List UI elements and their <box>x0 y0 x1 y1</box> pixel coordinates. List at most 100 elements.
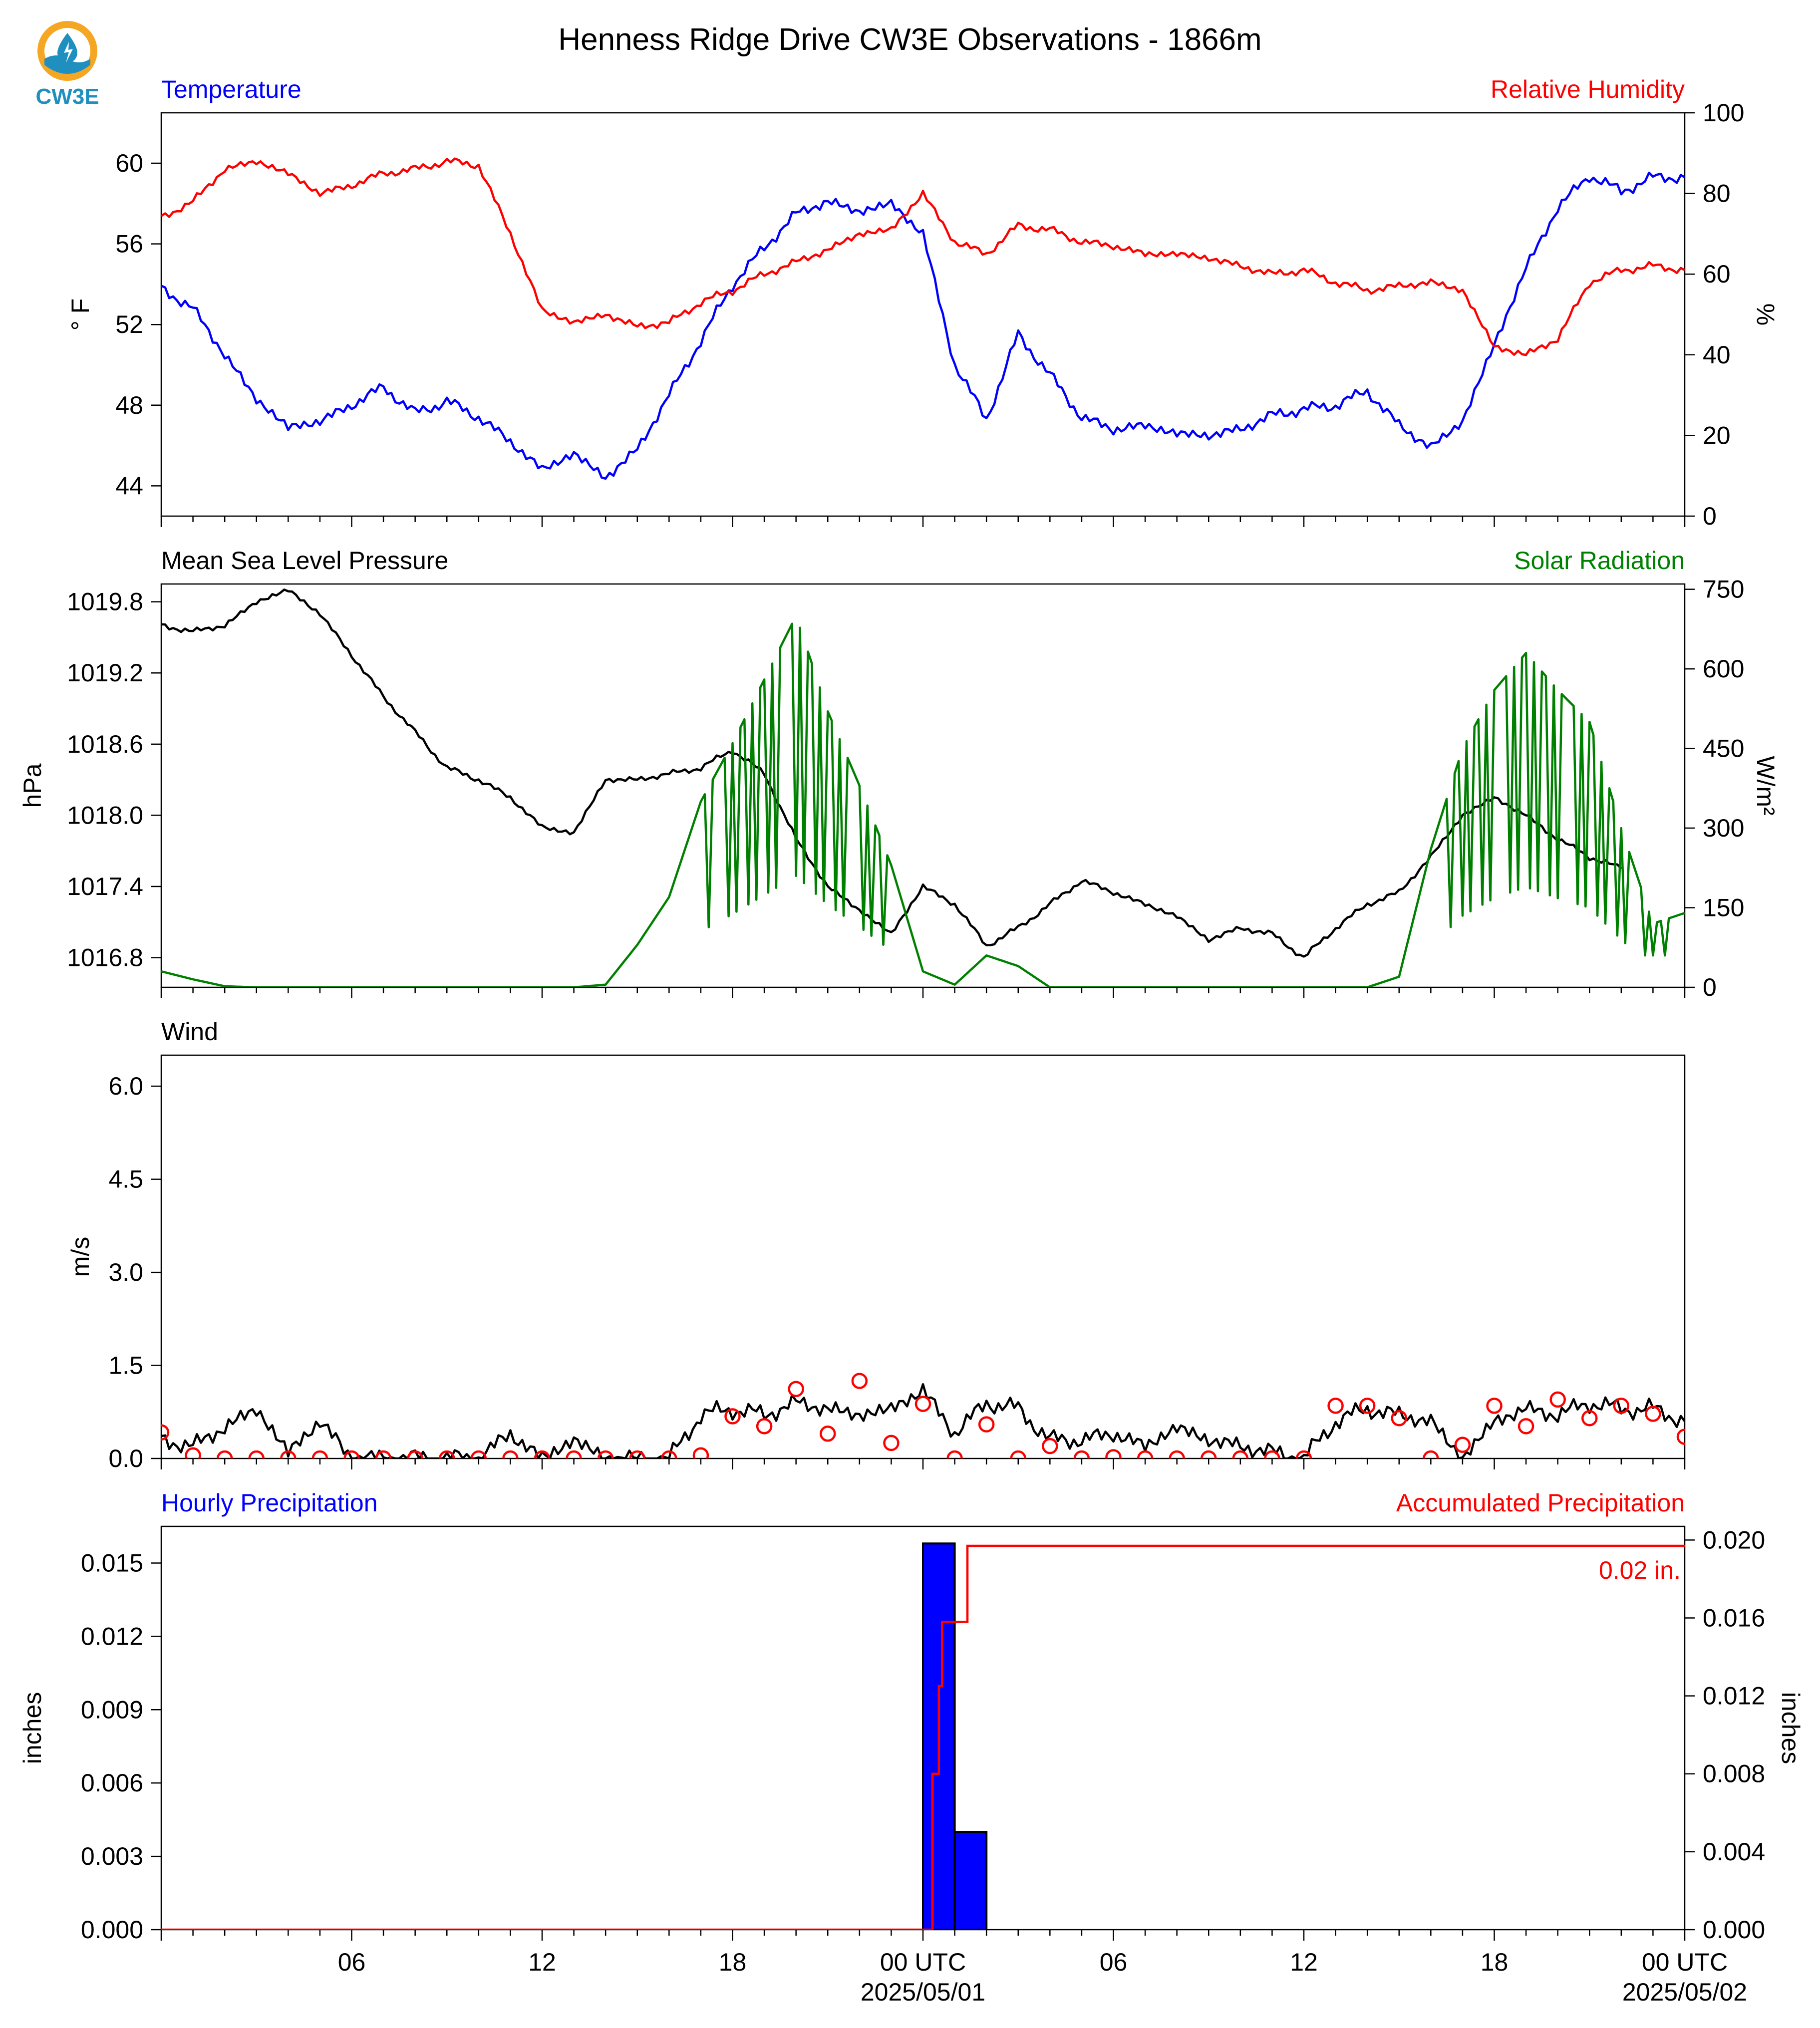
wind-hourly-marker <box>597 1450 614 1458</box>
panel-0-ytick-label-right: 20 <box>1703 421 1731 449</box>
panel-0-ytick-label-left: 56 <box>115 230 143 258</box>
panel-1-ytick-label-right: 450 <box>1703 735 1744 763</box>
panel-0-ytick-label-right: 100 <box>1703 99 1744 127</box>
panel-3-ylabel-right: inches <box>1777 1692 1805 1764</box>
panel-1-title-left: Mean Sea Level Pressure <box>161 547 448 575</box>
wind-hourly-marker <box>914 1396 931 1412</box>
panel-1-ytick-label-right: 0 <box>1703 973 1717 1001</box>
wind-hourly-marker <box>1517 1418 1534 1435</box>
panel-3-ytick-label-right: 0.000 <box>1703 1916 1765 1944</box>
panel-0-traces <box>161 157 1685 480</box>
panel-0-title-right: Relative Humidity <box>1491 75 1685 103</box>
series-line-temperature <box>161 171 1685 480</box>
panel-2-ytick-label-left: 3.0 <box>108 1258 143 1286</box>
panel-0-ytick-label-left: 48 <box>115 391 143 419</box>
logo-text: CW3E <box>35 84 99 109</box>
wind-hourly-marker <box>534 1450 551 1458</box>
wind-hourly-marker <box>1010 1450 1026 1458</box>
wind-hourly-marker <box>566 1450 582 1458</box>
wind-hourly-marker <box>946 1450 963 1458</box>
wind-hourly-marker <box>629 1450 645 1458</box>
panel-1-frame <box>160 583 1686 988</box>
panel-3-ytick-label-right: 0.020 <box>1703 1526 1765 1554</box>
series-line-solar-radiation <box>161 622 1685 987</box>
wind-hourly-marker <box>883 1435 900 1451</box>
panel-3-ytick-label-right: 0.016 <box>1703 1604 1765 1632</box>
x-tick-label: 00 UTC <box>1642 1948 1728 1976</box>
wind-hourly-marker <box>407 1450 423 1458</box>
panel-2-ytick-label-left: 1.5 <box>108 1352 143 1380</box>
wind-hourly-marker <box>1423 1450 1439 1458</box>
panel-1-ytick-label-right: 750 <box>1703 576 1744 603</box>
wind-hourly-marker <box>1232 1450 1249 1458</box>
panel-1-ylabel-right: W/m² <box>1752 756 1780 815</box>
panel-1-ytick-label-right: 150 <box>1703 894 1744 922</box>
panel-1-ytick-label-left: 1019.8 <box>67 588 143 616</box>
panel-3-ytick-label-left: 0.009 <box>81 1696 143 1724</box>
panel-2-ytick-label-left: 4.5 <box>108 1165 143 1193</box>
wind-hourly-marker <box>1486 1398 1503 1414</box>
panel-1-ytick-label-left: 1018.6 <box>67 730 143 758</box>
wind-hourly-marker <box>851 1373 868 1389</box>
wind-hourly-marker <box>1073 1450 1090 1458</box>
panel-1-title-right: Solar Radiation <box>1514 547 1685 575</box>
panel-2-ylabel-left: m/s <box>66 1237 94 1277</box>
wind-hourly-marker <box>1359 1398 1376 1414</box>
panel-3-ytick-label-right: 0.012 <box>1703 1682 1765 1710</box>
wind-hourly-marker <box>343 1450 360 1458</box>
wind-hourly-marker <box>1710 1422 1724 1436</box>
panel-3-ytick-label-left: 0.000 <box>81 1916 143 1944</box>
wind-hourly-marker <box>1327 1398 1344 1414</box>
cw3e-logo: CW3E <box>30 15 105 110</box>
panel-1-traces <box>161 588 1685 987</box>
wind-hourly-marker <box>1613 1398 1630 1414</box>
panel-1-ytick-label-left: 1019.2 <box>67 659 143 687</box>
x-tick-label: 12 <box>1290 1948 1318 1976</box>
wind-hourly-marker <box>161 1424 170 1441</box>
panel-3-title-left: Hourly Precipitation <box>161 1489 378 1517</box>
wind-hourly-marker <box>375 1450 392 1458</box>
wind-hourly-marker <box>788 1381 804 1398</box>
wind-hourly-marker <box>724 1408 741 1425</box>
wind-hourly-marker <box>1454 1437 1471 1453</box>
panel-2-title-left: Wind <box>161 1018 218 1046</box>
accumulated-total-annotation: 0.02 in. <box>1599 1556 1681 1584</box>
panel-1-ytick-label-left: 1016.8 <box>67 944 143 972</box>
panel-3-ytick-label-right: 0.008 <box>1703 1760 1765 1788</box>
wind-hourly-marker <box>756 1418 773 1435</box>
panel-3-ytick-label-left: 0.006 <box>81 1769 143 1797</box>
x-tick-label: 06 <box>338 1948 366 1976</box>
wind-hourly-marker <box>185 1447 201 1458</box>
wind-hourly-marker <box>1295 1450 1312 1458</box>
x-tick-label: 06 <box>1100 1948 1128 1976</box>
precip-bar <box>922 1542 956 1930</box>
wind-hourly-marker <box>1169 1450 1185 1458</box>
wind-hourly-marker <box>1264 1450 1280 1458</box>
wind-hourly-marker <box>280 1450 297 1458</box>
panel-0-ytick-label-right: 80 <box>1703 180 1731 208</box>
panel-1-ytick-label-right: 300 <box>1703 814 1744 842</box>
panel-3-bars <box>161 1542 1685 1930</box>
panel-2-ytick-label-left: 0.0 <box>108 1445 143 1472</box>
wind-hourly-marker <box>1042 1438 1058 1454</box>
accumulated-precip-line <box>161 1544 1685 1930</box>
panel-3-ylabel-left: inches <box>18 1692 46 1764</box>
panel-3-ytick-label-left: 0.003 <box>81 1842 143 1870</box>
panel-3-ytick-label-left: 0.012 <box>81 1622 143 1650</box>
panel-3-ytick-label-right: 0.004 <box>1703 1838 1765 1866</box>
panel-0-title-left: Temperature <box>161 75 302 103</box>
panel-0-ylabel-right: % <box>1752 303 1780 325</box>
x-tick-label: 12 <box>528 1948 556 1976</box>
figure-title: Henness Ridge Drive CW3E Observations - … <box>558 22 1261 57</box>
wind-hourly-marker <box>1581 1410 1598 1427</box>
wind-hourly-marker <box>1676 1429 1685 1445</box>
wind-hourly-marker <box>692 1447 709 1458</box>
wind-hourly-marker <box>502 1450 519 1458</box>
panel-0-ytick-label-left: 52 <box>115 310 143 338</box>
panel-2-traces <box>161 1373 1724 1458</box>
panel-1-ytick-label-left: 1017.4 <box>67 872 143 900</box>
wind-hourly-marker <box>1105 1449 1122 1458</box>
panel-0-ytick-label-left: 60 <box>115 149 143 177</box>
wind-hourly-marker <box>1137 1450 1154 1458</box>
